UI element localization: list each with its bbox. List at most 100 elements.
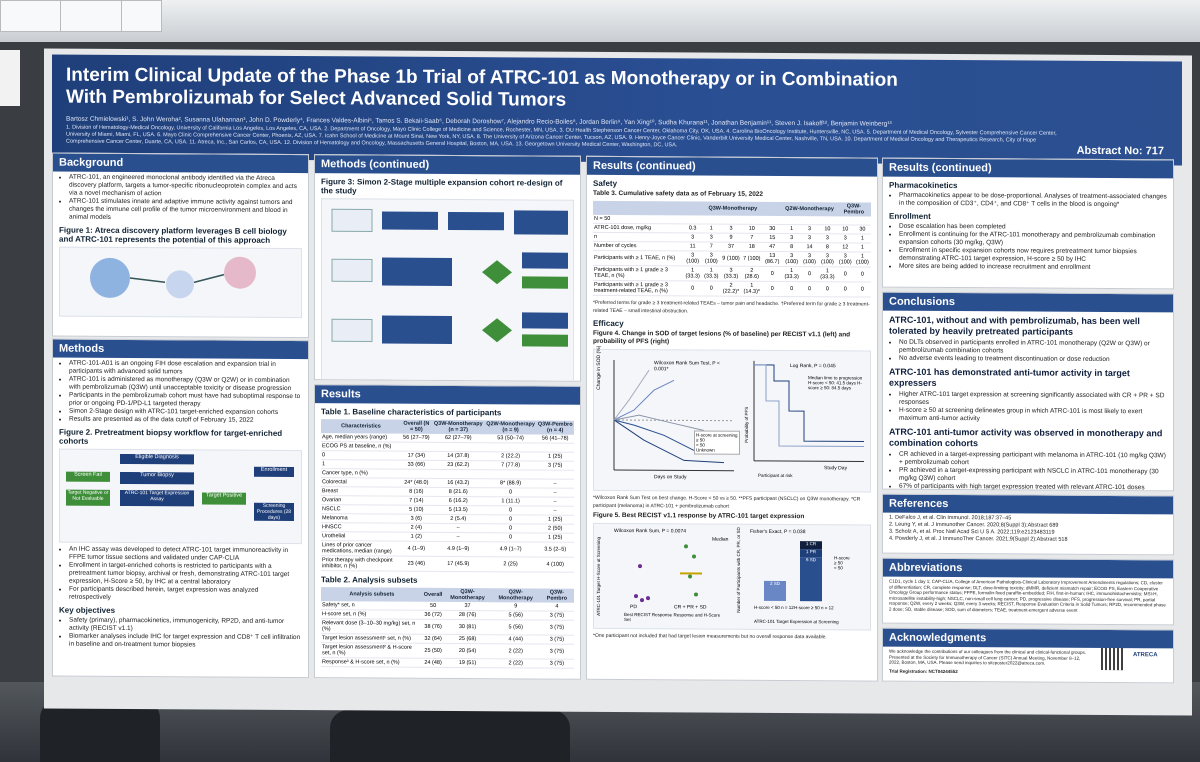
fig4-at-risk: Participant at risk — [758, 472, 793, 479]
ceiling — [0, 0, 1200, 42]
table-cell: 3 (100) — [836, 251, 854, 267]
table-cell: 3 (33.3) — [720, 266, 742, 282]
poster-header: Interim Clinical Update of the Phase 1b … — [52, 54, 1182, 166]
fig5-median: Median — [712, 536, 729, 543]
table-cell: 37 — [443, 601, 492, 611]
fig5-left-stat: Wilcoxon Rank Sum, P = 0.0074 — [614, 527, 687, 535]
table-cell: 13 (86.7) — [762, 251, 783, 267]
table-cell: 3 (100) — [782, 251, 801, 267]
table-cell: 0 — [484, 487, 537, 498]
background-section: Background ATRC-101, an engineered monoc… — [52, 152, 309, 339]
table-cell: 3 — [800, 233, 819, 243]
table-cell: 4.9 (1–9) — [431, 541, 485, 557]
scatter-point — [646, 596, 650, 601]
table-cell: 3 — [836, 233, 854, 243]
table-cell: 1 (100) — [853, 251, 871, 268]
table-cell: 2 (4) — [400, 523, 432, 533]
b-cell-diagram — [90, 256, 256, 299]
fig5-right-xlabel: ATRC-101 Target Expression at Screening — [754, 618, 839, 625]
table-cell: 4 — [539, 602, 574, 612]
table-cell: 19 (51) — [443, 658, 492, 668]
methods-bullets: ATRC-101-A01 is an ongoing FIH dose esca… — [59, 360, 302, 425]
fig4-left-ylabel: Change in SOD (%) — [596, 345, 602, 390]
table-cell: 0 — [484, 505, 537, 516]
table-header-cell: Analysis subsets — [321, 587, 423, 602]
table-cell: 1 (33.3) — [683, 265, 702, 282]
atreca-logo: ATRECA — [1133, 652, 1158, 659]
fig4-right-stat: Log Rank, P = 0.045 — [790, 363, 836, 370]
table-cell: 8 — [782, 242, 801, 252]
table-cell: 2 (28.6) — [741, 266, 763, 282]
table-cell — [741, 215, 763, 225]
table-row: Participants with ≥ 1 TEAE, n (%) 3 (100)… — [593, 250, 871, 268]
results-continued-section: Results (continued) Safety Table 3. Cumu… — [586, 155, 878, 682]
section-heading: Results (continued) — [883, 158, 1173, 179]
table-cell: – — [536, 497, 574, 507]
table-cell: 3 — [782, 233, 801, 243]
table-cell — [818, 216, 837, 225]
table-cell: 7 (14) — [400, 496, 432, 506]
reference-list: 1. DeFalco J, et al. Clin Immunol. 2018;… — [889, 514, 1068, 543]
table-cell: 7 (77.8) — [484, 460, 537, 471]
fig4-left-stat: Wilcoxon Rank Sum Test, P < 0.001* — [654, 360, 720, 373]
table-cell: 3 — [683, 232, 702, 243]
table-cell: 3 (75) — [539, 644, 574, 660]
table-cell: Cancer type, n (%) — [321, 468, 401, 479]
table2-title: Table 2. Analysis subsets — [321, 575, 418, 585]
figure1-illustration — [59, 246, 302, 319]
table-cell: 8 — [818, 242, 837, 252]
flow-step: Screening Procedures (28 days) — [254, 502, 294, 522]
table-cell: 1 — [853, 233, 871, 244]
table-cell: Relevant dose (3–10–30 mg/kg) set, n (%) — [321, 618, 423, 635]
table-cell: 3 (100) — [800, 251, 819, 267]
table-cell: 1 (14.3)* — [741, 281, 763, 297]
table-cell: 7 — [701, 242, 721, 252]
table-cell: 9 (100) — [720, 251, 742, 267]
table-cell: 0 — [836, 281, 854, 297]
table-cell: Participants with ≥ 1 TEAE, n (%) — [593, 250, 684, 266]
table-cell: 9 — [720, 233, 742, 243]
table-cell: 14 (37.8) — [431, 451, 485, 461]
table-cell — [762, 215, 783, 225]
bar-segment-pr: 1 PR — [800, 549, 822, 558]
table-cell: 10 — [818, 224, 837, 234]
fig5-cat-response: CR + PR + SD — [674, 604, 707, 611]
table-cell: 30 — [762, 224, 783, 234]
table3-footnote: *Preferred terms for grade ≥ 3 treatment… — [593, 299, 870, 315]
section-heading: Results — [315, 385, 580, 405]
table-cell: 5 (56) — [491, 610, 540, 621]
group-header: Q2W-Monotherapy — [782, 202, 837, 217]
flow-step: Target Positive — [202, 492, 246, 505]
key-objectives-heading: Key objectives — [59, 605, 116, 615]
table-cell: – — [431, 532, 485, 542]
table-cell: Target lesion assessment² & H-score set,… — [321, 642, 423, 659]
table-cell: Lines of prior cancer medications, media… — [321, 540, 401, 557]
table-cell: 1 (33.3) — [701, 266, 721, 282]
scatter-point — [684, 544, 688, 549]
visitor-silhouette — [40, 700, 160, 762]
table-cell: 12 — [836, 242, 854, 252]
table-cell: 0 — [701, 281, 721, 297]
figure3-caption: Figure 3: Simon 2-Stage multiple expansi… — [321, 177, 563, 196]
table-cell: 3 (75) — [539, 659, 574, 669]
table-cell: 5 (56) — [491, 619, 540, 636]
table-cell: 1 (2) — [400, 532, 432, 542]
table-cell: 3 (100) — [683, 250, 702, 267]
table-cell: 23 (62.2) — [431, 460, 485, 470]
median-line — [680, 572, 702, 575]
table-cell: 0 — [853, 281, 871, 298]
table-cell: 0 — [800, 266, 819, 282]
fig5-left-ylabel: ATRC-101 Target H-Score at Screening — [596, 536, 601, 616]
table-cell: 0 — [484, 514, 537, 525]
table-cell: 4 (100) — [536, 557, 574, 573]
bar-segment-cr: 1 CR — [800, 541, 822, 550]
pk-heading: Pharmacokinetics — [889, 180, 958, 191]
figure4-footnote: *Wilcoxon Rank Sum Test on best change. … — [593, 494, 861, 510]
abbreviations-text: C1D1, cycle 1 day 1; CAP-CLIA, College o… — [889, 578, 1166, 613]
table-cell: 6 (16.2) — [431, 496, 485, 506]
table-cell: 2 (25) — [484, 556, 537, 573]
qr-code-icon[interactable] — [1101, 647, 1123, 671]
table-cell: Melanoma — [321, 513, 401, 524]
table-header-cell: Overall — [422, 587, 444, 602]
table-cell: 1 (33.3) — [782, 266, 801, 282]
